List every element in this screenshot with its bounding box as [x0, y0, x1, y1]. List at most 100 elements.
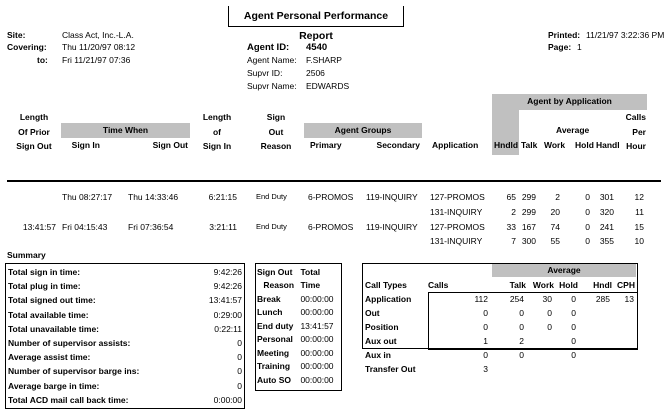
signout-reason: Personal [257, 334, 293, 345]
agent-name-value: F.SHARP [306, 55, 342, 65]
calltype-label: Transfer Out [365, 364, 416, 374]
supvr-id-label: Supvr ID: [247, 68, 283, 78]
h: of [212, 126, 222, 137]
total-label: Number of supervisor assists: [8, 338, 131, 349]
calltype-value: 0 [571, 294, 576, 304]
cell-secondary: 119-INQUIRY [366, 192, 418, 202]
h: Reason [260, 141, 292, 151]
total-label: Total sign in time: [8, 267, 81, 278]
totals-row: Total sign in time: 9:42:26 [8, 265, 242, 279]
totals-row: Total ACD mail call back time: 0:00:00 [8, 393, 242, 407]
site-value: Class Act, Inc.-L.A. [62, 30, 134, 40]
calltype-value: 285 [595, 294, 610, 304]
calltype-value: 1 [483, 336, 488, 346]
supvr-id-value: 2506 [306, 68, 325, 78]
calltype-value: 13 [624, 294, 634, 304]
total-value: 0 [237, 352, 242, 363]
cell-sign-in: Fri 04:15:43 [62, 222, 108, 232]
supvr-name-label: Supvr Name: [247, 81, 297, 91]
total-value: 0 [237, 338, 242, 349]
calltypes-header: Hold [559, 280, 578, 290]
total-label: Total ACD mail call back time: [8, 394, 129, 405]
h: Per [632, 126, 646, 137]
calltype-label: Application [365, 294, 412, 304]
cell-talk: 299 [521, 192, 536, 202]
cell-talk: 299 [521, 207, 536, 217]
cell-secondary: 119-INQUIRY [366, 222, 418, 232]
summary-label: Summary [7, 250, 46, 260]
total-label: Total plug in time: [8, 281, 81, 292]
signout-row: Personal 00:00:00 [257, 333, 340, 347]
covering-value: Thu 11/20/97 08:12 [62, 42, 136, 52]
col-sign-in: Sign In [71, 140, 100, 150]
calltype-value: 0 [483, 308, 488, 318]
cell-handl: 241 [599, 222, 614, 232]
col-calls-per-hour: Calls Per Hour [618, 110, 646, 154]
signout-time: 13:41:57 [300, 320, 334, 331]
cell-cph: 11 [635, 207, 644, 217]
calltype-value: 0 [519, 350, 524, 360]
to-label: to: [37, 55, 48, 65]
so-h: Total [300, 266, 321, 277]
calltypes-header: Work [532, 280, 554, 290]
calltype-value: 30 [542, 294, 552, 304]
so-h: Sign Out [257, 266, 293, 277]
report-title: Agent Personal Performance Report [228, 6, 404, 42]
site-label: Site: [7, 30, 26, 40]
total-value: 0 [237, 366, 242, 377]
col-hndld: Hndld [494, 140, 519, 150]
calltype-value: 0 [571, 336, 576, 346]
cell-hndld: 33 [506, 222, 516, 232]
total-value: 13:41:57 [208, 295, 242, 306]
totals-row: Average barge in time: 0 [8, 379, 242, 393]
total-value: 9:42:26 [213, 281, 242, 292]
total-value: 0:29:00 [213, 309, 242, 320]
h: Out [268, 126, 284, 137]
calltype-label: Out [365, 308, 380, 318]
cell-handl: 301 [599, 192, 614, 202]
calltype-value: 0 [571, 322, 576, 332]
calltypes-header: Hndl [593, 280, 612, 290]
avg-header: Average [547, 265, 581, 275]
cell-hndld: 7 [511, 236, 516, 246]
calltype-value: 0 [547, 308, 552, 318]
col-application: Application [432, 140, 479, 150]
calltypes-values-box [428, 292, 638, 350]
cell-application: 127-PROMOS [430, 192, 485, 202]
signout-reason: Meeting [257, 347, 290, 358]
cell-work: 2 [555, 192, 560, 202]
calltype-label: Aux out [365, 336, 397, 346]
signout-reason: Auto SO [257, 374, 291, 385]
totals-row: Total unavailable time: 0:22:11 [8, 322, 242, 336]
col-agent-groups: Agent Groups [334, 125, 392, 135]
calltype-value: 0 [483, 322, 488, 332]
signout-time: 00:00:00 [300, 293, 334, 304]
totals-row: Total signed out time: 13:41:57 [8, 293, 242, 307]
cell-cph: 12 [634, 192, 644, 202]
h: Length [19, 112, 49, 122]
cell-reason: End Duty [256, 222, 287, 231]
cell-handl: 355 [599, 236, 614, 246]
cell-talk: 300 [521, 236, 536, 246]
agent-name-label: Agent Name: [247, 55, 297, 65]
total-label: Total signed out time: [8, 295, 96, 306]
col-hold: Hold [575, 140, 594, 150]
cell-hold: 0 [585, 236, 590, 246]
signout-time: 00:00:00 [300, 334, 334, 345]
col-average: Average [556, 125, 590, 135]
signout-row: End duty 13:41:57 [257, 319, 340, 333]
cell-application: 131-INQUIRY [430, 236, 483, 246]
cell-primary: 6-PROMOS [308, 222, 354, 232]
signout-reason: Lunch [257, 307, 283, 318]
so-h: Time [300, 280, 321, 291]
col-handl: Handl [596, 140, 620, 150]
col-primary: Primary [310, 140, 342, 150]
supvr-name-value: EDWARDS [306, 81, 350, 91]
calltypes-header: Talk [509, 280, 526, 290]
signout-reason: End duty [257, 320, 294, 331]
covering-label: Covering: [7, 42, 47, 52]
to-value: Fri 11/21/97 07:36 [62, 55, 131, 65]
col-reason: Sign Out Reason [254, 110, 298, 154]
cell-application: 131-INQUIRY [430, 207, 483, 217]
